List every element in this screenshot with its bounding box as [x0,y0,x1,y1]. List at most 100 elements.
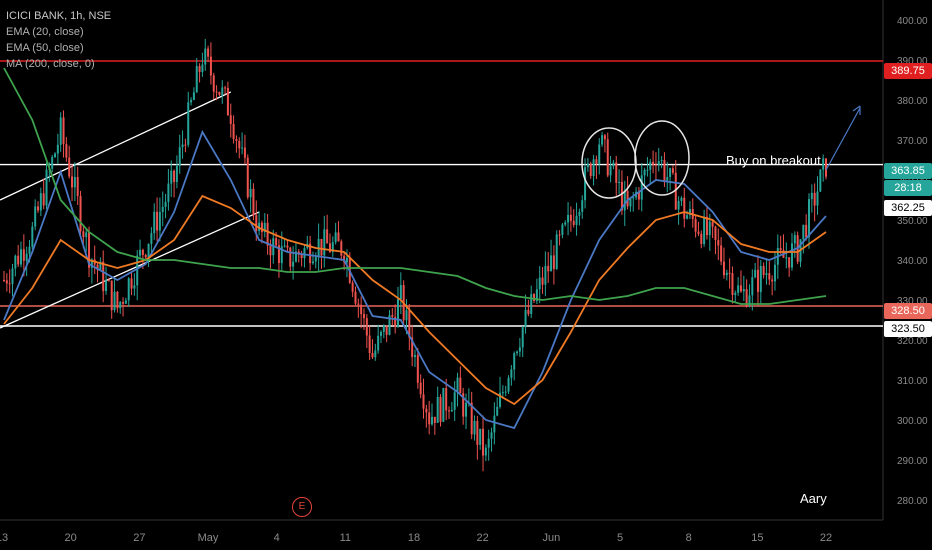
candle-body [572,220,575,225]
candle-body [816,191,819,206]
candle-body [533,294,536,301]
candle-body [11,268,14,284]
x-tick-label: 22 [820,532,832,544]
x-tick-label: 20 [65,532,77,544]
symbol-title[interactable]: ICICI BANK, 1h, NSE [6,10,112,22]
candle-body [584,167,587,201]
candle-body [5,280,8,284]
candle-body [805,224,808,238]
candle-body [130,278,133,289]
candle-body [530,294,533,314]
candle-body [688,209,691,216]
candle-body [462,393,465,417]
candle-body [266,222,269,246]
candle-body [181,144,184,148]
candle-body [465,402,468,417]
y-tick-label: 320.00 [897,336,928,347]
y-tick-label: 310.00 [897,376,928,387]
candle-body [442,388,445,422]
candle-body [765,273,768,275]
candle-body [501,392,504,394]
candle-body [756,269,759,292]
ema50-line [3,194,827,406]
price-tag-support: 328.50 [884,303,932,319]
candle-body [807,199,810,238]
legend-ema50[interactable]: EMA (50, close) [6,42,84,54]
candle-body [754,269,757,278]
candle-body [504,391,507,393]
candle-body [343,255,346,263]
candle-body [578,211,581,216]
candle-body [581,200,584,212]
top-circle [634,120,690,196]
y-tick-label: 400.00 [897,16,928,27]
candle-body [785,257,788,259]
price-tag-resistance: 389.75 [884,63,932,79]
candle-body [697,231,700,234]
candle-body [96,264,99,270]
candle-body [657,161,660,165]
candle-body [717,240,720,246]
candle-body [603,135,606,140]
candle-body [102,261,105,292]
legend-ema20[interactable]: EMA (20, close) [6,26,84,38]
candle-body [354,291,357,304]
candle-body [683,197,686,219]
ema20-line [3,129,827,430]
candle-body [320,238,323,256]
candle-body [34,206,37,227]
candle-body [802,224,805,240]
candle-body [433,416,436,423]
candle-body [561,224,564,235]
candle-body [204,48,207,65]
candle-body [825,158,827,177]
x-tick-label: 22 [477,532,489,544]
candle-body [618,181,621,183]
candle-body [82,231,85,238]
candle-body [221,87,224,96]
candle-body [368,335,371,354]
candle-body [822,158,825,170]
candle-body [669,168,672,177]
candle-body [445,388,448,411]
candle-body [819,169,822,192]
candle-body [382,325,385,332]
candle-body [212,75,215,92]
candle-body [737,285,740,293]
y-tick-label: 380.00 [897,96,928,107]
legend-ma200[interactable]: MA (200, close, 0) [6,58,95,70]
candle-body [595,159,598,164]
candle-body [544,265,547,285]
candle-body [677,200,680,210]
candle-body [550,255,553,272]
candle-body [62,117,65,145]
candle-body [241,147,244,149]
candle-body [51,157,54,169]
candle-body [184,144,187,146]
candle-body [620,181,623,211]
candle-body [164,201,167,207]
candle-body [414,355,416,357]
candle-body [779,248,782,251]
candle-body [192,92,195,100]
candle-body [226,87,229,116]
candle-body [379,331,382,336]
candle-body [484,447,487,456]
candle-body [207,48,210,57]
candle-body [334,232,337,243]
candle-body [510,369,513,378]
indicator-legend: ICICI BANK, 1h, NSE EMA (20, close) EMA … [6,8,111,72]
candle-body [218,91,221,96]
candle-body [328,243,331,253]
candle-body [612,162,615,167]
candle-body [8,283,11,285]
candle-body [731,273,734,295]
candle-body [450,409,453,412]
arrow-head-icon [852,105,861,115]
candle-body [734,292,737,295]
earnings-marker-icon[interactable]: E [292,497,312,517]
candle-body [198,66,201,72]
candle-body [623,191,626,211]
y-tick-label: 340.00 [897,256,928,267]
